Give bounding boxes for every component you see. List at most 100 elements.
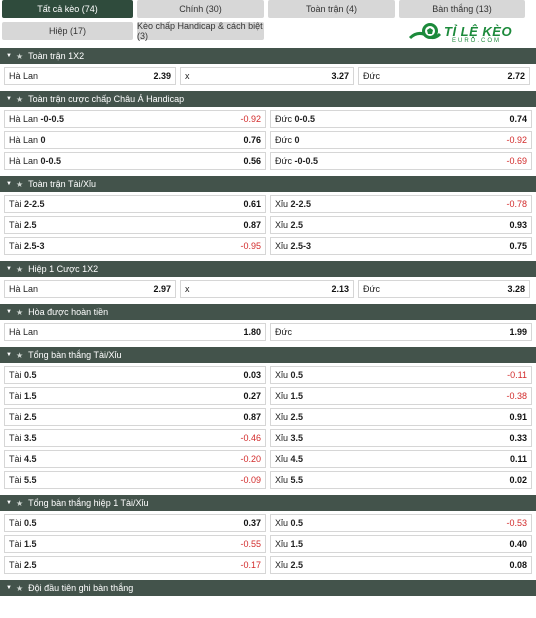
odds-cell[interactable]: Tài 1.5 0.27 [4, 387, 266, 405]
odds-value: 0.74 [509, 114, 527, 124]
odds-row: Hà Lan 0 0.76 Đức 0 -0.92 [4, 131, 532, 149]
favorite-star-icon[interactable]: ★ [15, 264, 24, 274]
selection-team: Tài [9, 370, 22, 380]
section-header[interactable]: ▼ ★ Hiệp 1 Cược 1X2 [0, 261, 536, 277]
selection-team: Tài [9, 241, 22, 251]
odds-cell[interactable]: Xỉu 1.5 0.40 [270, 535, 532, 553]
odds-cell[interactable]: Đức 0-0.5 0.74 [270, 110, 532, 128]
section-header[interactable]: ▼ ★ Toàn trận 1X2 [0, 48, 536, 64]
soccer-ball-icon [408, 23, 442, 40]
section-header[interactable]: ▼ ★ Tổng bàn thắng hiệp 1 Tài/Xỉu [0, 495, 536, 511]
favorite-star-icon[interactable]: ★ [15, 94, 24, 104]
odds-cell[interactable]: Xỉu 5.5 0.02 [270, 471, 532, 489]
odds-cell[interactable]: Xỉu 2.5 0.08 [270, 556, 532, 574]
odds-cell[interactable]: Tài 2.5 -0.17 [4, 556, 266, 574]
odds-cell[interactable]: Hà Lan 0-0.5 0.56 [4, 152, 266, 170]
odds-cell[interactable]: Đức 0 -0.92 [270, 131, 532, 149]
odds-cell[interactable]: Tài 3.5 -0.46 [4, 429, 266, 447]
tab-half[interactable]: Hiệp (17) [2, 22, 133, 40]
odds-cell[interactable]: Tài 2-2.5 0.61 [4, 195, 266, 213]
odds-value: 0.03 [243, 370, 261, 380]
section-header[interactable]: ▼ ★ Hòa được hoàn tiền [0, 304, 536, 320]
tab-goals[interactable]: Bàn thắng (13) [399, 0, 525, 18]
odds-cell[interactable]: Hà Lan 1.80 [4, 323, 266, 341]
odds-cell[interactable]: Tài 1.5 -0.55 [4, 535, 266, 553]
odds-cell[interactable]: x 3.27 [180, 67, 354, 85]
collapse-triangle-icon[interactable]: ▼ [6, 500, 12, 506]
selection-label: Tài 3.5 [9, 433, 37, 443]
favorite-star-icon[interactable]: ★ [15, 179, 24, 189]
odds-row: Tài 2.5 -0.17 Xỉu 2.5 0.08 [4, 556, 532, 574]
odds-row: Tài 1.5 0.27 Xỉu 1.5 -0.38 [4, 387, 532, 405]
tab-main[interactable]: Chính (30) [137, 0, 264, 18]
favorite-star-icon[interactable]: ★ [15, 498, 24, 508]
odds-cell[interactable]: Tài 2.5 0.87 [4, 216, 266, 234]
favorite-star-icon[interactable]: ★ [15, 51, 24, 61]
collapse-triangle-icon[interactable]: ▼ [6, 352, 12, 358]
favorite-star-icon[interactable]: ★ [15, 583, 24, 593]
odds-cell[interactable]: Xỉu 4.5 0.11 [270, 450, 532, 468]
selection-team: Tài [9, 560, 22, 570]
tab-all-markets[interactable]: Tất cả kèo (74) [2, 0, 133, 18]
selection-label: Xỉu 2.5-3 [275, 241, 311, 251]
odds-cell[interactable]: Xỉu 2-2.5 -0.78 [270, 195, 532, 213]
section-title: Toàn trận Tài/Xỉu [28, 179, 96, 189]
selection-label: Tài 0.5 [9, 518, 37, 528]
collapse-triangle-icon[interactable]: ▼ [6, 266, 12, 272]
section-title: Toàn trận cược chấp Châu Á Handicap [28, 94, 185, 104]
odds-cell[interactable]: x 2.13 [180, 280, 354, 298]
collapse-triangle-icon[interactable]: ▼ [6, 96, 12, 102]
odds-cell[interactable]: Đức 3.28 [358, 280, 530, 298]
odds-cell[interactable]: Tài 0.5 0.03 [4, 366, 266, 384]
odds-cell[interactable]: Tài 2.5 0.87 [4, 408, 266, 426]
collapse-triangle-icon[interactable]: ▼ [6, 181, 12, 187]
odds-value: 0.27 [243, 391, 261, 401]
odds-cell[interactable]: Xỉu 0.5 -0.53 [270, 514, 532, 532]
favorite-star-icon[interactable]: ★ [15, 350, 24, 360]
collapse-triangle-icon[interactable]: ▼ [6, 53, 12, 59]
selection-team: Tài [9, 220, 22, 230]
handicap-line: 2.5-3 [24, 241, 45, 251]
odds-cell[interactable]: Tài 5.5 -0.09 [4, 471, 266, 489]
odds-cell[interactable]: Xỉu 1.5 -0.38 [270, 387, 532, 405]
selection-label: Xỉu 2.5 [275, 560, 303, 570]
odds-cell[interactable]: Đức 2.72 [358, 67, 530, 85]
odds-cell[interactable]: Xỉu 2.5-3 0.75 [270, 237, 532, 255]
odds-rows: Hà Lan 2.97 x 2.13 Đức 3.28 [0, 277, 536, 298]
selection-label: Xỉu 1.5 [275, 391, 303, 401]
odds-cell[interactable]: Đức 1.99 [270, 323, 532, 341]
odds-cell[interactable]: Xỉu 0.5 -0.11 [270, 366, 532, 384]
favorite-star-icon[interactable]: ★ [15, 307, 24, 317]
handicap-line: 2.5 [24, 560, 37, 570]
odds-cell[interactable]: Tài 0.5 0.37 [4, 514, 266, 532]
odds-value: 0.37 [243, 518, 261, 528]
section-header[interactable]: ▼ ★ Toàn trận Tài/Xỉu [0, 176, 536, 192]
collapse-triangle-icon[interactable]: ▼ [6, 585, 12, 591]
odds-cell[interactable]: Xỉu 3.5 0.33 [270, 429, 532, 447]
odds-value: 0.33 [509, 433, 527, 443]
section-header[interactable]: ▼ ★ Tổng bàn thắng Tài/Xỉu [0, 347, 536, 363]
selection-team: Xỉu [275, 370, 289, 380]
odds-cell[interactable]: Đức -0-0.5 -0.69 [270, 152, 532, 170]
section-header[interactable]: ▼ ★ Đội đầu tiên ghi bàn thắng [0, 580, 536, 596]
selection-team: Đức [275, 135, 293, 145]
odds-cell[interactable]: Xỉu 2.5 0.93 [270, 216, 532, 234]
odds-cell[interactable]: Hà Lan -0-0.5 -0.92 [4, 110, 266, 128]
handicap-line: 2.5 [290, 220, 304, 230]
selection-label: Xỉu 0.5 [275, 370, 303, 380]
tab-full-match[interactable]: Toàn trận (4) [268, 0, 395, 18]
selection-team: Xỉu [275, 560, 289, 570]
odds-cell[interactable]: Hà Lan 2.39 [4, 67, 176, 85]
odds-value: 0.91 [509, 412, 527, 422]
odds-cell[interactable]: Hà Lan 0 0.76 [4, 131, 266, 149]
collapse-triangle-icon[interactable]: ▼ [6, 309, 12, 315]
odds-row: Tài 2.5 0.87 Xỉu 2.5 0.93 [4, 216, 532, 234]
selection-team: x [185, 71, 190, 81]
tab-handicap[interactable]: Kèo chấp Handicap & cách biệt (3) [137, 21, 264, 41]
section-header[interactable]: ▼ ★ Toàn trận cược chấp Châu Á Handicap [0, 91, 536, 107]
odds-cell[interactable]: Tài 2.5-3 -0.95 [4, 237, 266, 255]
odds-cell[interactable]: Hà Lan 2.97 [4, 280, 176, 298]
odds-cell[interactable]: Tài 4.5 -0.20 [4, 450, 266, 468]
odds-cell[interactable]: Xỉu 2.5 0.91 [270, 408, 532, 426]
handicap-line: 0 [40, 135, 46, 145]
